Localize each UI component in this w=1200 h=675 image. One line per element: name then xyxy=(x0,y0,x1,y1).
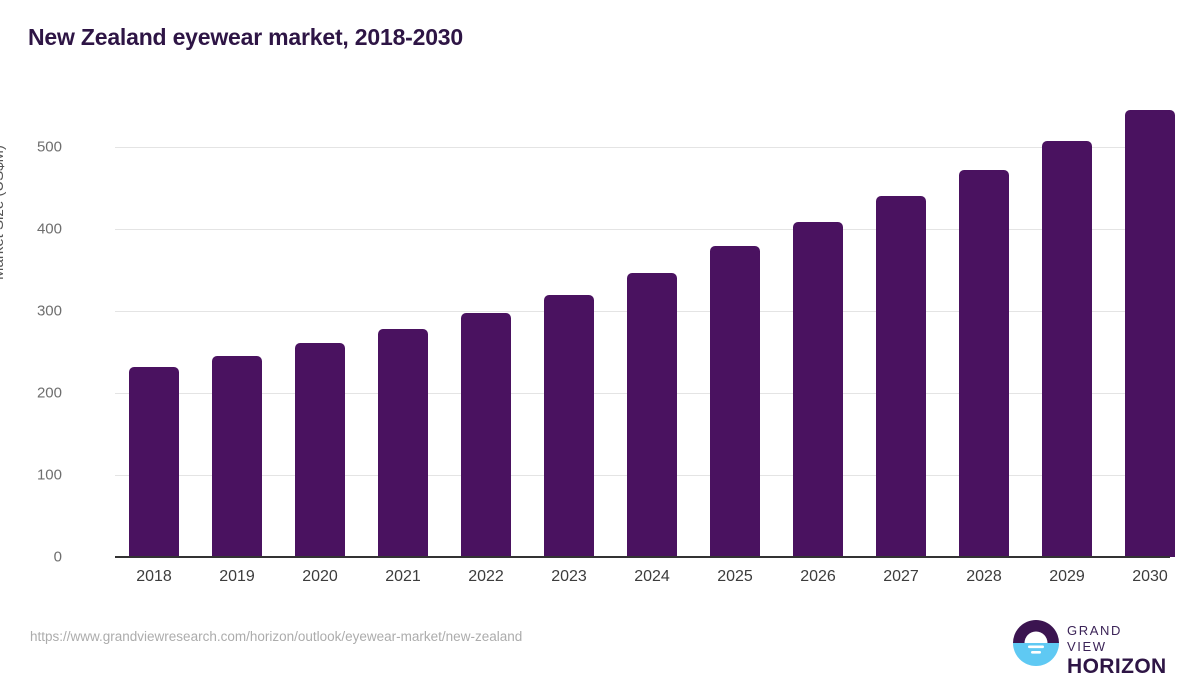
bar[interactable] xyxy=(959,169,1009,557)
x-axis-tick-label: 2024 xyxy=(634,568,670,585)
x-axis-tick-label: 2018 xyxy=(136,568,172,585)
bar[interactable] xyxy=(710,246,760,557)
logo-wordmark: GRAND VIEW HORIZON xyxy=(1067,623,1167,675)
grand-view-horizon-logo: GRAND VIEW HORIZON xyxy=(1013,619,1166,675)
bar[interactable] xyxy=(378,329,428,557)
bar-series xyxy=(115,100,1175,558)
bar[interactable] xyxy=(1125,110,1175,557)
x-axis-tick-label: 2029 xyxy=(1049,568,1085,585)
y-axis-title: Market Size (US$M) xyxy=(0,144,7,280)
x-axis-tick-label: 2021 xyxy=(385,568,421,585)
x-axis-tick-label: 2026 xyxy=(800,568,836,585)
x-axis-tick-label: 2023 xyxy=(551,568,587,585)
source-url[interactable]: https://www.grandviewresearch.com/horizo… xyxy=(30,629,523,644)
logo-line1: GRAND VIEW xyxy=(1067,623,1122,654)
bar[interactable] xyxy=(129,366,179,557)
bar[interactable] xyxy=(876,196,926,557)
y-axis-tick-label: 100 xyxy=(36,466,62,484)
y-axis-tick-label: 500 xyxy=(36,138,62,156)
bar[interactable] xyxy=(461,313,511,557)
y-axis-tick-label: 0 xyxy=(53,548,62,566)
page-title: New Zealand eyewear market, 2018-2030 xyxy=(28,24,463,50)
x-axis-tick-label: 2020 xyxy=(302,568,338,585)
gridline xyxy=(115,229,1170,230)
bar[interactable] xyxy=(295,342,345,557)
x-axis-tick-label: 2030 xyxy=(1132,568,1168,585)
y-axis-tick-label: 300 xyxy=(36,302,62,320)
logo-line2: HORIZON xyxy=(1067,655,1167,675)
bar[interactable] xyxy=(627,273,677,557)
x-axis-tick-label: 2022 xyxy=(468,568,504,585)
bar[interactable] xyxy=(212,356,262,557)
x-axis-tick-label: 2028 xyxy=(966,568,1002,585)
x-axis-tick-label: 2019 xyxy=(219,568,255,585)
x-axis-tick-label: 2025 xyxy=(717,568,753,585)
horizon-mark-icon xyxy=(1013,620,1059,666)
bar[interactable] xyxy=(544,295,594,557)
plot-area: 0 100 200 300 400 500 xyxy=(37,100,1175,566)
y-axis-tick-label: 200 xyxy=(36,384,62,402)
x-axis-tick-label: 2027 xyxy=(883,568,919,585)
gridline xyxy=(115,147,1170,148)
y-axis-tick-label: 400 xyxy=(36,220,62,238)
x-axis-line xyxy=(115,556,1170,558)
bar[interactable] xyxy=(1042,141,1092,557)
bar[interactable] xyxy=(793,221,843,557)
